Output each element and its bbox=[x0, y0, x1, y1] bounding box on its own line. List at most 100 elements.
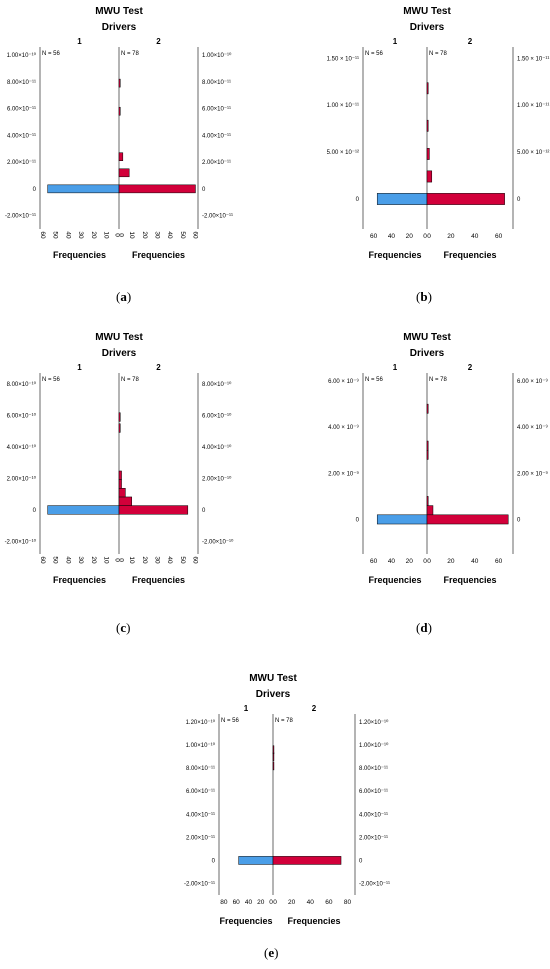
group-label-2: 2 bbox=[156, 37, 161, 46]
histogram-bar-group-2 bbox=[426, 496, 429, 506]
x-tick-label-left: 20 bbox=[90, 556, 97, 564]
histogram-bar-group-2 bbox=[118, 488, 126, 498]
y-tick-label-right: 8.00×10⁻¹¹ bbox=[359, 766, 388, 772]
y-tick-label-left: 2.00×10⁻¹⁰ bbox=[7, 475, 37, 482]
histogram-bar-group-2 bbox=[118, 106, 121, 116]
group-label-1: 1 bbox=[77, 363, 82, 372]
x-tick-label-left: 0 bbox=[423, 233, 427, 240]
y-tick-label-left: 0 bbox=[33, 508, 37, 514]
chart-subtitle: Drivers bbox=[102, 22, 137, 33]
x-tick-label-left: 20 bbox=[406, 233, 414, 240]
y-tick-label-left: 8.00×10⁻¹¹ bbox=[7, 80, 36, 86]
y-tick-label-left: 6.00×10⁻¹¹ bbox=[186, 789, 215, 795]
histogram-bar-group-2 bbox=[426, 440, 429, 451]
x-tick-label-left: 0 bbox=[113, 233, 120, 237]
y-tick-label-right: 2.00×10⁻¹¹ bbox=[202, 160, 231, 166]
x-axis-label-left: Frequencies bbox=[53, 250, 106, 260]
y-tick-label-left: -2.00×10⁻¹¹ bbox=[5, 214, 36, 220]
y-tick-label-left: 2.00 × 10⁻⁹ bbox=[328, 470, 359, 477]
histogram-bar-group-2 bbox=[118, 152, 124, 161]
y-tick-label-right: 2.00×10⁻¹⁰ bbox=[202, 475, 232, 482]
chart-panel-b: MWU Test Drivers 1 2 N = 56 N = 78 0 0 5.00 × 10… bbox=[275, 0, 550, 270]
y-tick-label-right: 0 bbox=[517, 197, 521, 203]
group-label-1: 1 bbox=[393, 363, 398, 372]
chart-title: MWU Test bbox=[95, 6, 143, 17]
x-tick-label-right: 20 bbox=[141, 231, 148, 239]
y-tick-label-right: -2.00×10⁻¹¹ bbox=[202, 214, 233, 220]
chart-title: MWU Test bbox=[249, 673, 297, 684]
histogram-bar-group-2 bbox=[118, 505, 189, 515]
y-tick-label-right: 1.50 × 10⁻¹¹ bbox=[517, 56, 549, 62]
x-tick-label-right: 20 bbox=[447, 233, 455, 240]
x-tick-label-left: 20 bbox=[257, 899, 265, 906]
y-tick-label-right: -2.00×10⁻¹⁰ bbox=[202, 538, 234, 545]
y-tick-label-right: 6.00×10⁻¹¹ bbox=[359, 789, 388, 795]
y-tick-label-left: 6.00 × 10⁻⁹ bbox=[328, 378, 359, 385]
y-tick-label-left: 5.00 × 10⁻¹² bbox=[327, 150, 359, 156]
n-label-1: N = 56 bbox=[42, 377, 61, 383]
histogram-bar-group-2 bbox=[118, 496, 132, 506]
group-label-2: 2 bbox=[156, 363, 161, 372]
histogram-bar-group-2 bbox=[426, 449, 429, 460]
x-tick-label-left: 50 bbox=[52, 556, 59, 564]
x-axis-label-left: Frequencies bbox=[368, 575, 421, 585]
y-tick-label-left: 2.00×10⁻¹¹ bbox=[186, 835, 215, 841]
y-tick-label-right: 1.00×10⁻¹⁰ bbox=[359, 742, 389, 749]
y-tick-label-right: 1.00 × 10⁻¹¹ bbox=[517, 103, 549, 109]
y-tick-label-right: 4.00 × 10⁻⁹ bbox=[517, 424, 548, 431]
x-tick-label-right: 40 bbox=[471, 233, 479, 240]
y-tick-label-left: 6.00×10⁻¹⁰ bbox=[7, 412, 37, 419]
chart-panel-e: MWU Test Drivers 1 2 N = 56 N = 78 -2.00×10⁻¹¹… bbox=[155, 655, 395, 927]
y-tick-label-left: 1.50 × 10⁻¹¹ bbox=[327, 56, 359, 62]
x-tick-label-left: 0 bbox=[269, 899, 273, 906]
x-tick-label-right: 0 bbox=[117, 558, 124, 562]
x-tick-label-right: 0 bbox=[427, 558, 431, 565]
x-tick-label-right: 60 bbox=[495, 558, 503, 565]
n-label-2: N = 78 bbox=[121, 377, 140, 383]
x-tick-label-right: 30 bbox=[154, 556, 161, 564]
histogram-bar-group-2 bbox=[426, 148, 430, 160]
histogram-bar-group-1 bbox=[376, 514, 428, 525]
x-tick-label-left: 40 bbox=[245, 899, 253, 906]
histogram-bar-group-2 bbox=[118, 479, 122, 489]
x-tick-label-right: 0 bbox=[427, 233, 431, 240]
y-tick-label-right: 4.00×10⁻¹¹ bbox=[202, 133, 231, 139]
caption-letter: d bbox=[420, 620, 428, 635]
y-tick-label-right: 6.00×10⁻¹¹ bbox=[202, 107, 231, 113]
n-label-2: N = 78 bbox=[429, 51, 448, 57]
y-tick-label-right: 8.00×10⁻¹⁰ bbox=[202, 381, 232, 388]
x-tick-label-right: 50 bbox=[179, 556, 186, 564]
y-tick-label-left: -2.00×10⁻¹⁰ bbox=[5, 538, 37, 545]
x-tick-label-left: 20 bbox=[406, 558, 414, 565]
group-label-2: 2 bbox=[468, 363, 473, 372]
histogram-bar-group-2 bbox=[272, 856, 342, 865]
n-label-1: N = 56 bbox=[221, 718, 240, 724]
chart-svg-e: MWU Test Drivers 1 2 N = 56 N = 78 -2.00×10⁻¹¹… bbox=[184, 673, 390, 926]
y-tick-label-right: 6.00×10⁻¹⁰ bbox=[202, 412, 232, 419]
x-axis-label-left: Frequencies bbox=[368, 250, 421, 260]
y-tick-label-left: 0 bbox=[212, 858, 216, 864]
n-label-1: N = 56 bbox=[42, 51, 61, 57]
x-tick-label-right: 20 bbox=[447, 558, 455, 565]
histogram-bar-group-1 bbox=[376, 193, 428, 205]
y-tick-label-right: 0 bbox=[202, 508, 206, 514]
x-tick-label-right: 80 bbox=[344, 899, 352, 906]
x-tick-label-right: 10 bbox=[128, 556, 135, 564]
n-label-2: N = 78 bbox=[275, 718, 294, 724]
y-tick-label-right: 1.20×10⁻¹⁰ bbox=[359, 719, 389, 726]
caption-b: (b) bbox=[416, 289, 432, 304]
x-tick-label-left: 60 bbox=[370, 233, 378, 240]
chart-subtitle: Drivers bbox=[410, 348, 445, 359]
y-tick-label-left: 0 bbox=[356, 517, 360, 523]
y-tick-label-right: 0 bbox=[202, 187, 206, 193]
histogram-bar-group-1 bbox=[47, 184, 120, 194]
x-tick-label-right: 40 bbox=[166, 231, 173, 239]
n-label-1: N = 56 bbox=[365, 51, 384, 57]
y-tick-label-right: 2.00 × 10⁻⁹ bbox=[517, 470, 548, 477]
group-label-2: 2 bbox=[468, 37, 473, 46]
x-tick-label-left: 0 bbox=[423, 558, 427, 565]
chart-title: MWU Test bbox=[403, 332, 451, 343]
x-tick-label-left: 40 bbox=[64, 231, 71, 239]
x-axis-label-right: Frequencies bbox=[287, 916, 340, 926]
